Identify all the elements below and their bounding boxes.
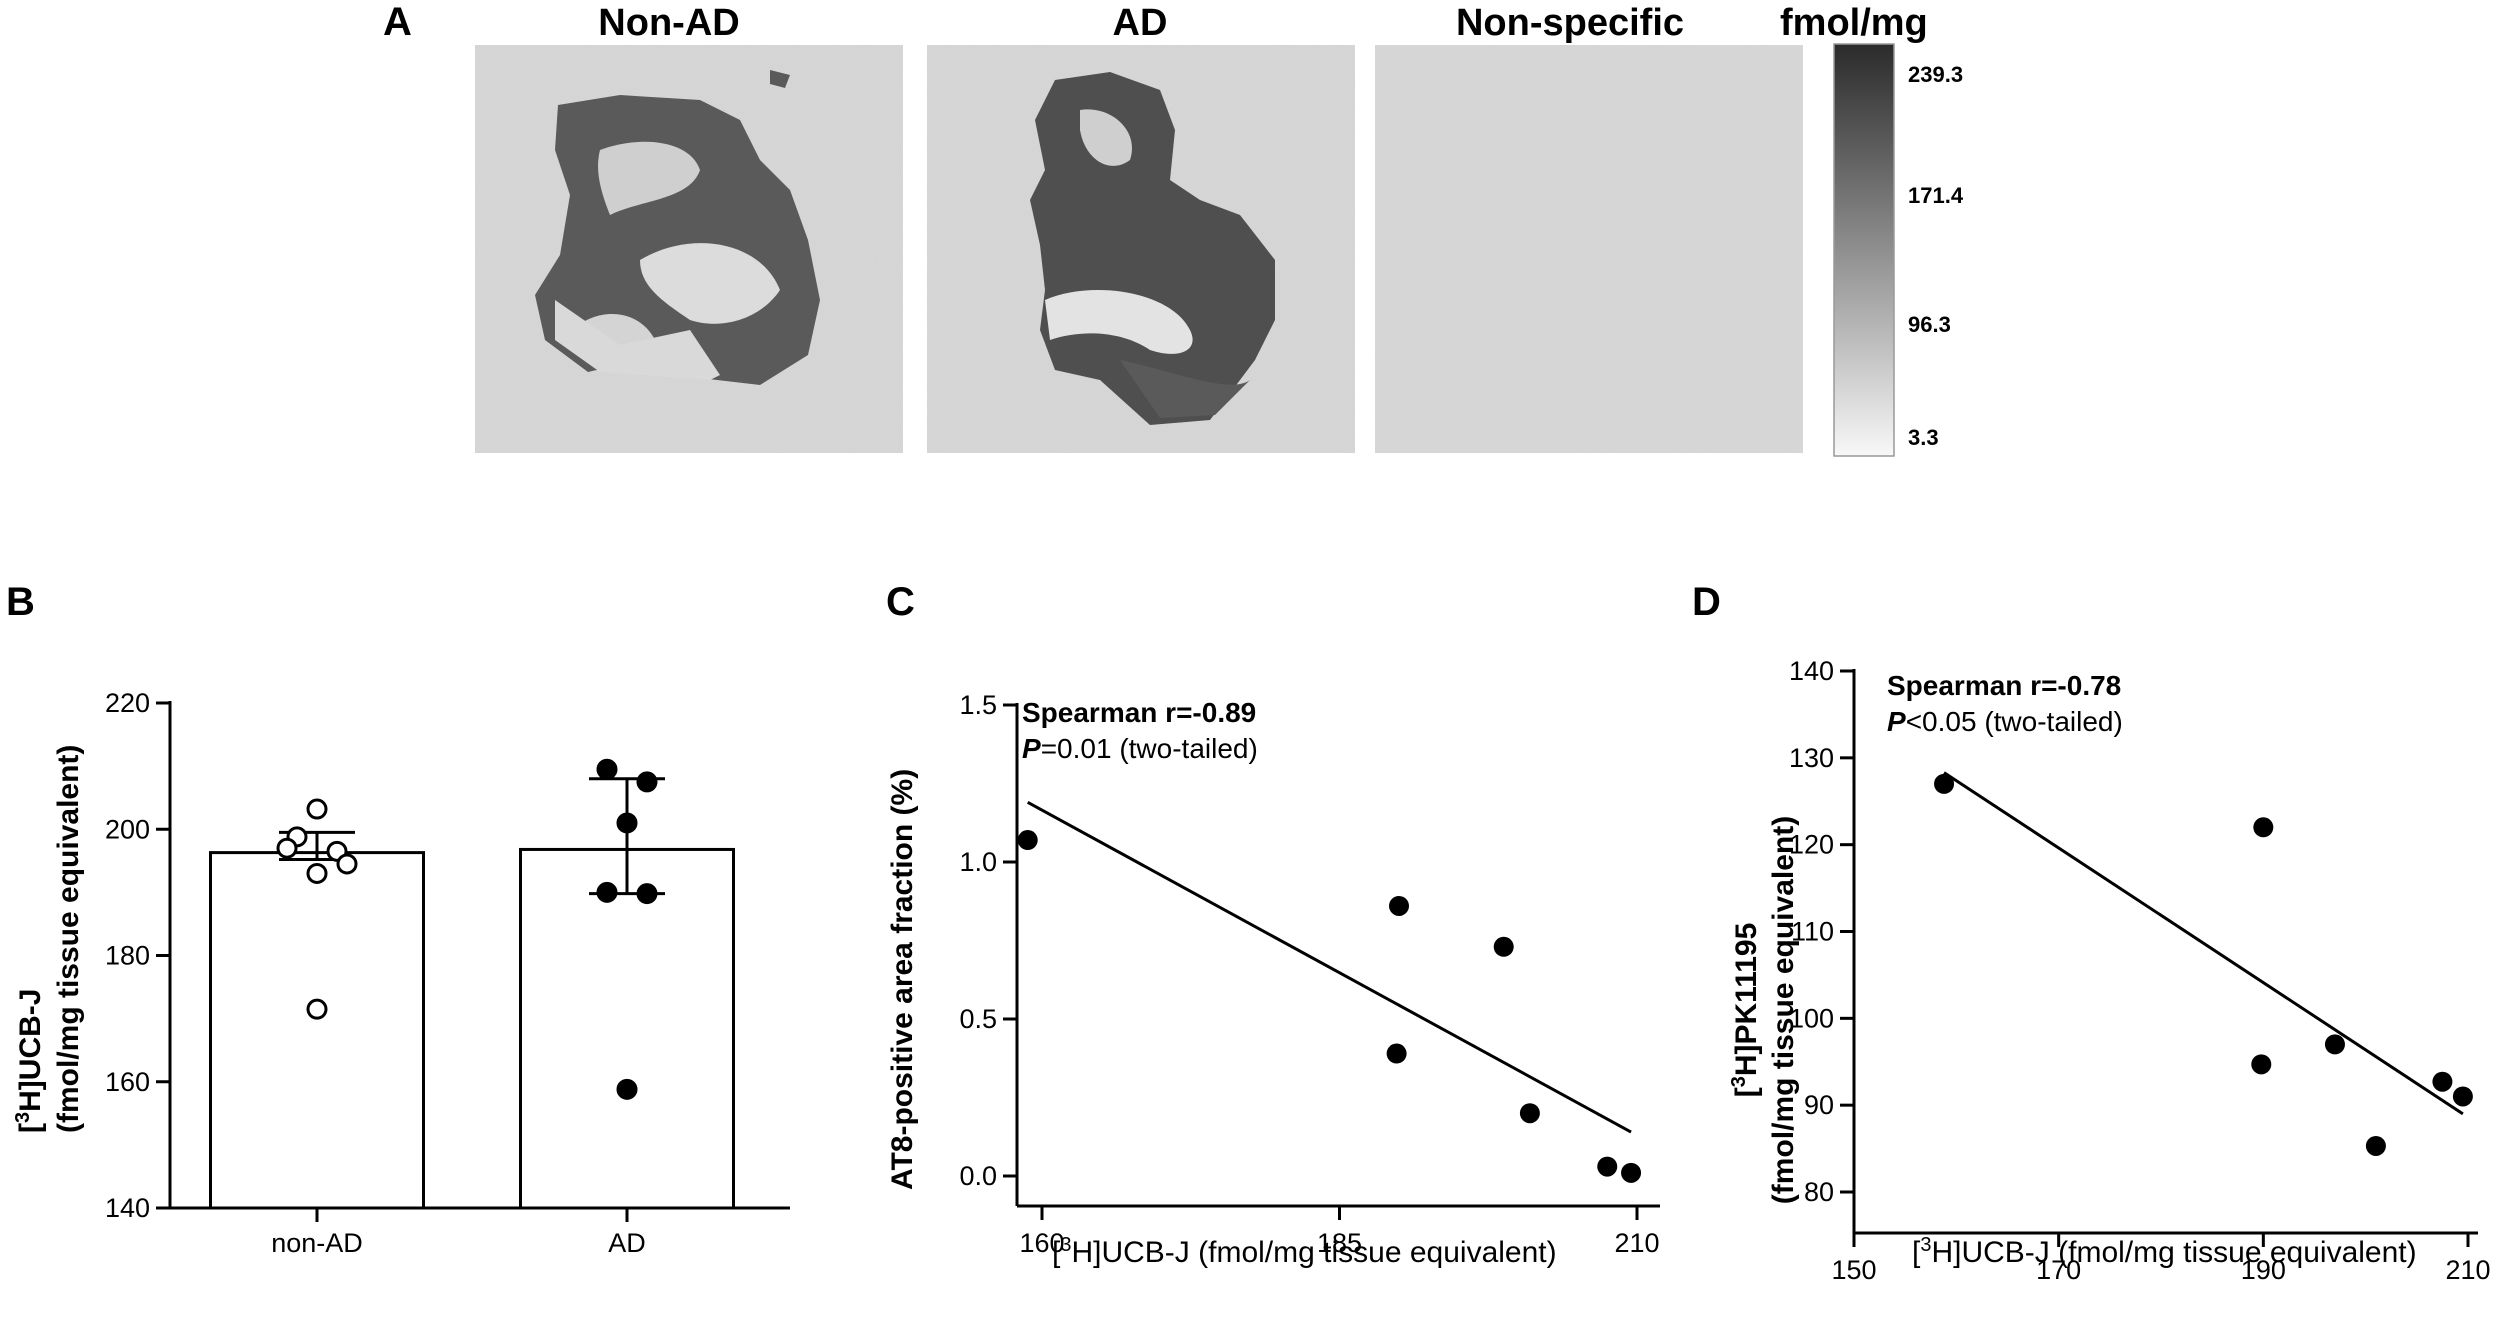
panel-d-xtick-label: 170: [2036, 1255, 2081, 1285]
panel-d-ytick-label: 80: [1804, 1177, 1834, 1207]
panel-b-ytick-label: 140: [105, 1193, 150, 1223]
panel-c-point: [1017, 830, 1038, 851]
panel-c-ytick-label: 0.0: [959, 1161, 997, 1191]
panel-b-point-non-AD: [306, 798, 328, 820]
panel-letter-b: B: [6, 580, 35, 624]
panel-c-regression-line: [1027, 801, 1632, 1134]
panel-b-ylabel-line1: [3H]UCB-J: [12, 989, 47, 1133]
panel-d-xtick-label: 190: [2241, 1255, 2286, 1285]
panel-d-ytick-label: 140: [1789, 656, 1834, 686]
panel-d-annotation-line1: Spearman r=-0.78: [1887, 670, 2121, 701]
panel-d-xlabel: [3H]UCB-J (fmol/mg tissue equivalent): [1912, 1234, 2417, 1269]
panel-d-xtick-label: 210: [2445, 1255, 2490, 1285]
panel-d-xtick-label: 150: [1831, 1255, 1876, 1285]
panel-b-point-AD: [596, 758, 618, 780]
panel-b-point-non-AD: [306, 862, 328, 884]
image-title-ad: AD: [1113, 2, 1168, 44]
panel-c-scatter: 0.0 0.5 1.0 1.5 160 185 210 AT8-positive area …: [886, 690, 1660, 1269]
colorbar-tick-max: 239.3: [1908, 62, 1963, 87]
panel-b-ytick-label: 180: [105, 941, 150, 971]
panel-d-point: [2324, 1034, 2345, 1055]
panel-letter-a: A: [383, 0, 412, 44]
panel-letter-c: C: [886, 580, 915, 624]
panel-b-ytick-label: 200: [105, 814, 150, 844]
panel-letter-d: D: [1692, 580, 1721, 624]
panel-b-ytick-label: 220: [105, 688, 150, 718]
panel-c-annotation-line2: P=0.01 (two-tailed): [1022, 733, 1258, 764]
panel-c-point: [1519, 1103, 1540, 1124]
panel-c-point: [1597, 1156, 1618, 1177]
panel-b-ytick-label: 160: [105, 1067, 150, 1097]
panel-d-point: [2251, 1054, 2272, 1075]
panel-d-ylabel-line2: (fmol/mg tissue equivalent): [1767, 816, 1800, 1204]
panel-b-point-non-AD: [276, 837, 298, 859]
panel-c-point: [1493, 936, 1514, 957]
panel-b-xtick-label: non-AD: [271, 1228, 363, 1258]
panel-d-regression-line: [1943, 771, 2464, 1116]
colorbar: [1833, 43, 1895, 457]
panel-d-point: [2253, 817, 2274, 838]
panel-c-xtick-label: 210: [1614, 1228, 1659, 1258]
image-title-non-ad: Non-AD: [598, 2, 739, 44]
panel-c-annotation-line1: Spearman r=-0.89: [1022, 697, 1256, 728]
panel-c-xtick-label: 160: [1019, 1228, 1064, 1258]
panel-b-xtick-label: AD: [608, 1228, 646, 1258]
panel-c-xlabel: [3H]UCB-J (fmol/mg tissue equivalent): [1052, 1234, 1557, 1269]
panel-c-point: [1389, 895, 1409, 916]
panel-b-bars: [209, 777, 735, 1210]
panel-c-ytick-label: 0.5: [959, 1004, 997, 1034]
panel-d-annotation-line2: P<0.05 (two-tailed): [1887, 706, 2123, 737]
panel-d-ytick-label: 120: [1789, 830, 1834, 860]
panel-b-points: [276, 758, 658, 1100]
panel-b-ylabel-line2: (fmol/mg tissue equivalent): [52, 745, 85, 1133]
panel-b-point-non-AD: [306, 998, 328, 1020]
panel-b-point-AD: [596, 881, 618, 903]
panel-c-ylabel: AT8-positive area fraction (%): [886, 769, 919, 1190]
panel-c-xtick-label: 185: [1317, 1228, 1362, 1258]
panel-b-bar-chart: 140 160 180 200 220 non-AD AD [3H]UCB-J (fmol/…: [12, 688, 790, 1258]
panel-b-point-AD: [636, 771, 658, 793]
panel-b-axes: 140 160 180 200 220 non-AD AD: [105, 688, 790, 1258]
panel-d-scatter: 80 90 100 110 120 130 140 150 170 190 210 [3H]PK11…: [1728, 656, 2491, 1285]
colorbar-tick-3: 96.3: [1908, 312, 1951, 337]
autoradiograph-non-ad: [475, 45, 903, 453]
panel-d-ylabel-line1: [3H]PK11195: [1728, 923, 1763, 1098]
image-title-non-specific: Non-specific: [1456, 2, 1684, 44]
panel-c-point: [1386, 1043, 1407, 1064]
autoradiograph-ad: [927, 45, 1355, 453]
panel-b-point-AD: [616, 812, 638, 834]
panel-d-ytick-label: 90: [1804, 1090, 1834, 1120]
panel-c-ytick-label: 1.5: [959, 690, 997, 720]
panel-d-ytick-label: 130: [1789, 743, 1834, 773]
panel-d-point: [1934, 773, 1955, 794]
panel-d-ytick-label: 100: [1789, 1003, 1834, 1033]
colorbar-unit: fmol/mg: [1780, 2, 1928, 44]
panel-b-bar-AD: [519, 847, 735, 1210]
panel-d-point: [2432, 1071, 2453, 1092]
panel-c-axes: 0.0 0.5 1.0 1.5 160 185 210: [959, 690, 1660, 1258]
panel-b-point-non-AD: [336, 853, 358, 875]
colorbar-tick-min: 3.3: [1908, 425, 1939, 450]
tissue-section-ad: [1030, 72, 1275, 425]
colorbar-tick-2: 171.4: [1908, 183, 1964, 208]
panel-d-marks: [1934, 771, 2473, 1156]
panel-d-ytick-label: 110: [1791, 917, 1834, 947]
panel-b-point-AD: [636, 883, 658, 905]
panel-b-point-AD: [616, 1078, 638, 1100]
panel-d-point: [2452, 1086, 2473, 1107]
panel-d-axes: 80 90 100 110 120 130 140 150 170 190 210: [1789, 656, 2491, 1285]
autoradiograph-non-specific: [1375, 45, 1803, 453]
panel-c-point: [1621, 1162, 1642, 1183]
panel-c-ytick-label: 1.0: [959, 847, 997, 877]
panel-b-bar-non-AD: [209, 851, 425, 1210]
panel-d-point: [2365, 1135, 2386, 1156]
panel-c-marks: [1017, 801, 1642, 1183]
